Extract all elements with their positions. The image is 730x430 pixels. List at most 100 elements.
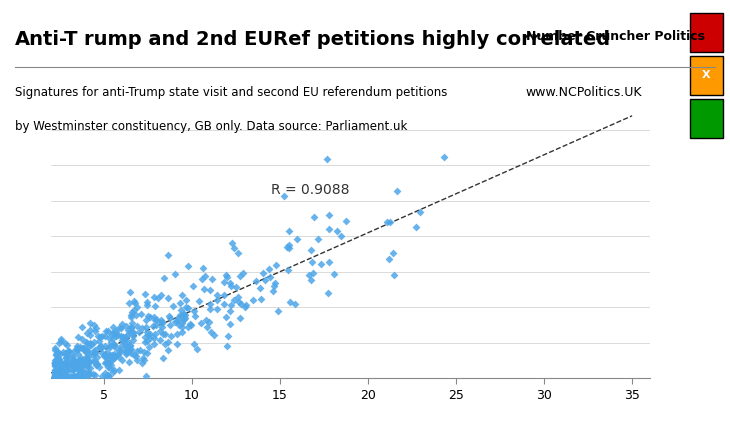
Text: rump and 2nd EURef petitions highly correlated: rump and 2nd EURef petitions highly corr… bbox=[84, 30, 610, 49]
Point bbox=[110, 354, 121, 361]
Point bbox=[226, 301, 237, 308]
Point bbox=[150, 322, 162, 329]
Point bbox=[137, 354, 148, 361]
Point bbox=[123, 339, 134, 346]
Point bbox=[53, 373, 64, 380]
Point bbox=[410, 223, 422, 230]
Point bbox=[148, 294, 160, 301]
Point bbox=[171, 331, 182, 338]
Point bbox=[222, 343, 234, 350]
Point bbox=[82, 359, 93, 366]
Point bbox=[67, 367, 79, 374]
Point bbox=[52, 369, 64, 376]
Point bbox=[76, 324, 88, 331]
Point bbox=[149, 303, 161, 310]
Point bbox=[218, 301, 230, 307]
Point bbox=[199, 286, 210, 292]
Point bbox=[328, 270, 339, 277]
Point bbox=[177, 311, 189, 318]
Point bbox=[55, 359, 67, 366]
Point bbox=[233, 299, 245, 306]
Point bbox=[125, 350, 137, 356]
Point bbox=[178, 316, 190, 322]
Point bbox=[218, 279, 230, 286]
Text: by Westminster constituency, GB only. Data source: Parliament.uk: by Westminster constituency, GB only. Da… bbox=[15, 120, 407, 133]
Point bbox=[50, 368, 61, 375]
Point bbox=[54, 365, 66, 372]
Point bbox=[305, 247, 317, 254]
Point bbox=[108, 355, 120, 362]
Point bbox=[52, 373, 64, 380]
Point bbox=[124, 347, 136, 353]
Point bbox=[340, 217, 352, 224]
Point bbox=[49, 373, 61, 380]
Point bbox=[49, 361, 61, 368]
Point bbox=[308, 213, 320, 220]
Point bbox=[120, 351, 132, 358]
Point bbox=[63, 356, 74, 363]
Point bbox=[106, 351, 118, 358]
Point bbox=[59, 373, 71, 380]
Point bbox=[171, 317, 182, 324]
Point bbox=[74, 370, 85, 377]
Point bbox=[224, 307, 236, 314]
Point bbox=[385, 219, 396, 226]
Point bbox=[58, 366, 70, 373]
Text: www.NCPolitics.UK: www.NCPolitics.UK bbox=[526, 86, 642, 99]
Point bbox=[51, 371, 63, 378]
Point bbox=[114, 348, 126, 355]
Point bbox=[237, 269, 248, 276]
Point bbox=[90, 358, 101, 365]
Point bbox=[228, 297, 240, 304]
Point bbox=[75, 354, 87, 361]
Point bbox=[175, 307, 187, 313]
Point bbox=[93, 363, 105, 370]
Point bbox=[96, 344, 107, 351]
Point bbox=[49, 359, 61, 366]
Point bbox=[49, 372, 61, 379]
Point bbox=[123, 300, 135, 307]
Point bbox=[182, 324, 193, 331]
Point bbox=[315, 261, 326, 268]
Point bbox=[55, 373, 67, 380]
Point bbox=[131, 348, 142, 355]
Point bbox=[49, 373, 61, 380]
Point bbox=[115, 325, 126, 332]
Point bbox=[122, 332, 134, 339]
Point bbox=[80, 359, 92, 366]
Point bbox=[127, 332, 139, 339]
Point bbox=[118, 337, 130, 344]
Point bbox=[99, 332, 111, 339]
Point bbox=[77, 344, 88, 351]
Point bbox=[150, 331, 161, 338]
Point bbox=[197, 265, 209, 272]
Point bbox=[141, 328, 153, 335]
Point bbox=[78, 344, 90, 351]
Point bbox=[177, 317, 188, 324]
Point bbox=[77, 372, 88, 379]
Point bbox=[240, 301, 252, 308]
Point bbox=[72, 366, 84, 373]
Point bbox=[200, 316, 212, 323]
Point bbox=[164, 314, 176, 321]
Point bbox=[102, 372, 114, 378]
Point bbox=[80, 338, 92, 345]
Point bbox=[61, 368, 73, 375]
Point bbox=[52, 365, 64, 372]
Point bbox=[80, 360, 92, 367]
Point bbox=[74, 356, 86, 363]
Point bbox=[102, 364, 114, 371]
Point bbox=[147, 314, 159, 321]
Point bbox=[61, 350, 73, 357]
Point bbox=[53, 340, 65, 347]
Point bbox=[104, 352, 115, 359]
Point bbox=[264, 274, 276, 281]
Point bbox=[125, 342, 137, 349]
Point bbox=[208, 332, 220, 338]
Point bbox=[230, 283, 242, 290]
Point bbox=[72, 351, 84, 358]
Point bbox=[388, 271, 400, 278]
Point bbox=[84, 326, 96, 333]
Point bbox=[174, 322, 185, 329]
Point bbox=[80, 348, 92, 355]
